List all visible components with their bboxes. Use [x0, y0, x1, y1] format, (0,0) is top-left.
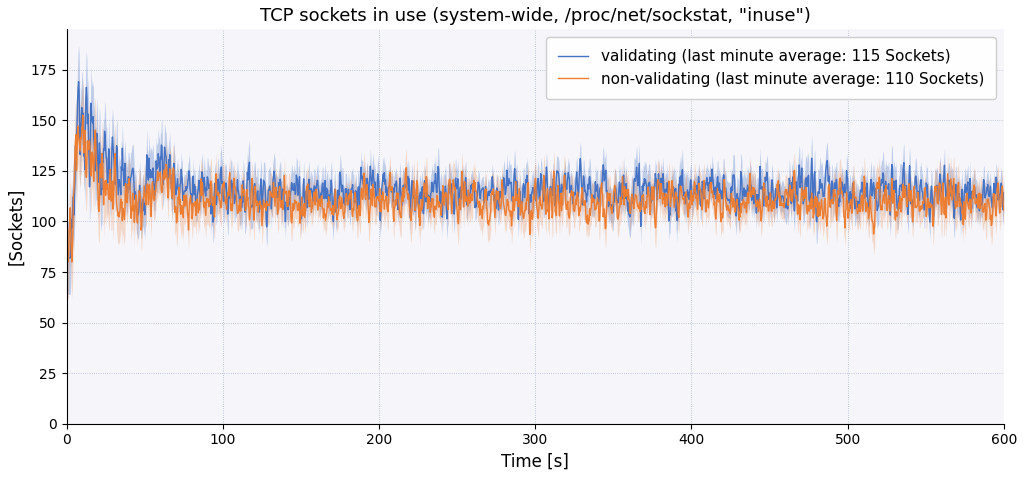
validating (last minute average: 115 Sockets): (128, 100): 115 Sockets): (128, 100): [261, 218, 273, 224]
non-validating (last minute average: 110 Sockets): (225, 109): 110 Sockets): (225, 109): [412, 200, 424, 206]
validating (last minute average: 115 Sockets): (7.67, 169): 115 Sockets): (7.67, 169): [73, 79, 85, 85]
validating (last minute average: 115 Sockets): (600, 114): 115 Sockets): (600, 114): [997, 190, 1010, 196]
validating (last minute average: 115 Sockets): (34.7, 113): 115 Sockets): (34.7, 113): [115, 192, 127, 197]
non-validating (last minute average: 110 Sockets): (248, 118): 110 Sockets): (248, 118): [449, 182, 461, 188]
validating (last minute average: 115 Sockets): (225, 109): 115 Sockets): (225, 109): [412, 199, 424, 205]
Line: non-validating (last minute average: 110 Sockets): non-validating (last minute average: 110…: [67, 115, 1004, 262]
Title: TCP sockets in use (system-wide, /proc/net/sockstat, "inuse"): TCP sockets in use (system-wide, /proc/n…: [260, 7, 811, 25]
validating (last minute average: 115 Sockets): (248, 104): 115 Sockets): (248, 104): [449, 211, 461, 217]
validating (last minute average: 115 Sockets): (0, 82): 115 Sockets): (0, 82): [60, 255, 73, 261]
Line: validating (last minute average: 115 Sockets): validating (last minute average: 115 Soc…: [67, 82, 1004, 258]
non-validating (last minute average: 110 Sockets): (10.3, 153): 110 Sockets): (10.3, 153): [77, 112, 89, 118]
validating (last minute average: 115 Sockets): (410, 122): 115 Sockets): (410, 122): [700, 175, 713, 181]
Y-axis label: [Sockets]: [Sockets]: [7, 188, 25, 265]
non-validating (last minute average: 110 Sockets): (600, 106): 110 Sockets): (600, 106): [997, 207, 1010, 213]
non-validating (last minute average: 110 Sockets): (34.7, 111): 110 Sockets): (34.7, 111): [115, 196, 127, 202]
X-axis label: Time [s]: Time [s]: [502, 453, 569, 471]
non-validating (last minute average: 110 Sockets): (0, 80): 110 Sockets): (0, 80): [60, 259, 73, 265]
non-validating (last minute average: 110 Sockets): (245, 121): 110 Sockets): (245, 121): [443, 176, 456, 182]
non-validating (last minute average: 110 Sockets): (410, 109): 110 Sockets): (410, 109): [700, 200, 713, 206]
validating (last minute average: 115 Sockets): (245, 119): 115 Sockets): (245, 119): [443, 181, 456, 186]
Legend: validating (last minute average: 115 Sockets), non-validating (last minute avera: validating (last minute average: 115 Soc…: [546, 37, 996, 99]
non-validating (last minute average: 110 Sockets): (128, 108): 110 Sockets): (128, 108): [261, 203, 273, 209]
